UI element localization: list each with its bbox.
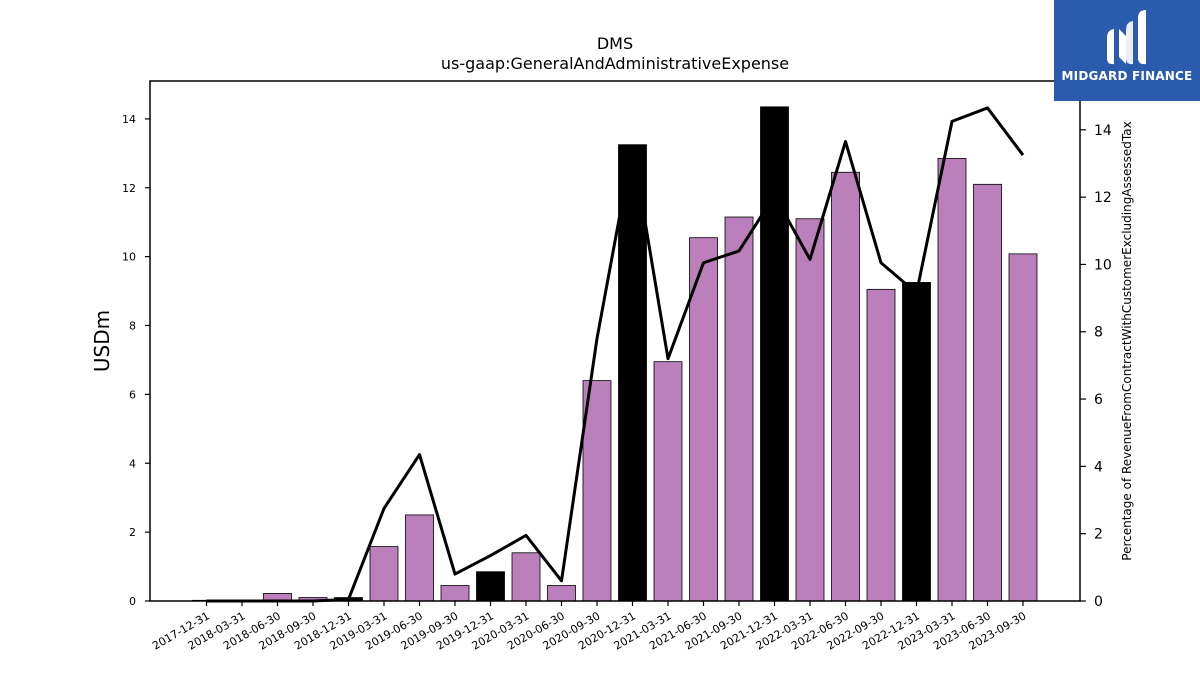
bar-2019-12-31 [476, 571, 505, 602]
y2-tick-label: 12 [1094, 190, 1112, 206]
bar-2022-06-30 [831, 171, 860, 602]
y2-tick-label: 4 [1094, 459, 1103, 475]
bar-2021-09-30 [724, 216, 754, 602]
bar-2021-06-30 [689, 237, 718, 602]
y2-tick-label: 14 [1094, 123, 1112, 139]
y-tick-label: 0 [129, 595, 136, 608]
y-tick-label: 14 [122, 113, 136, 126]
bar-2020-03-31 [511, 552, 541, 602]
y-tick-label: 2 [129, 526, 136, 539]
chart-title: DMS [597, 34, 633, 53]
bar-2019-06-30 [405, 514, 434, 602]
y2-tick-label: 10 [1094, 257, 1112, 273]
y-tick-label: 10 [122, 251, 136, 264]
y2-tick-label: 2 [1094, 527, 1103, 543]
bar-2020-06-30 [547, 585, 576, 602]
y-tick-label: 8 [129, 320, 136, 333]
plot-frame [149, 80, 1081, 602]
y-axis-label: USDm [90, 310, 114, 372]
bar-2022-09-30 [866, 288, 896, 602]
bar-2021-03-31 [653, 361, 683, 602]
bar-2023-06-30 [973, 183, 1002, 602]
bar-2022-03-31 [795, 218, 825, 602]
bar-2023-03-31 [937, 158, 967, 602]
brand-logo: MIDGARD FINANCE [1054, 0, 1200, 101]
midgard-logo-icon [1107, 10, 1146, 65]
bar-2021-12-31 [760, 106, 789, 602]
y2-tick-label: 6 [1094, 392, 1103, 408]
brand-name: MIDGARD FINANCE [1061, 69, 1193, 83]
bar-2022-12-31 [902, 282, 931, 602]
bar-2020-12-31 [618, 144, 647, 602]
y2-tick-label: 0 [1094, 594, 1103, 610]
y2-tick-label: 8 [1094, 325, 1103, 341]
bar-2019-03-31 [369, 546, 399, 602]
y-tick-label: 4 [129, 457, 136, 470]
bar-2019-09-30 [440, 585, 470, 602]
y-tick-label: 12 [122, 182, 136, 195]
y2-axis-label: Percentage of RevenueFromContractWithCus… [1120, 121, 1134, 560]
bar-2023-09-30 [1008, 253, 1038, 602]
chart-subtitle: us-gaap:GeneralAndAdministrativeExpense [441, 54, 789, 73]
y-tick-label: 6 [129, 388, 136, 401]
series-line [206, 106, 1025, 603]
